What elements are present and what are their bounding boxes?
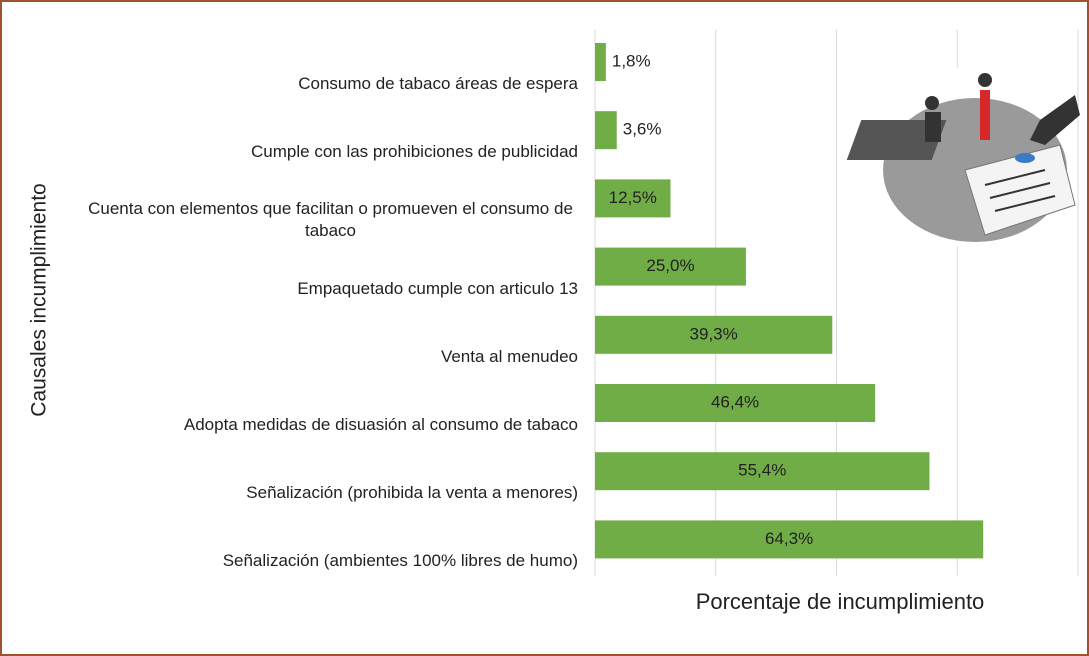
bar	[595, 43, 606, 81]
bar	[595, 315, 833, 354]
illustration-hand	[1030, 95, 1080, 145]
data-label: 1,8%	[612, 51, 651, 70]
y-axis-title: Causales incumplimiento	[28, 183, 51, 416]
y-tick-label: Consumo de tabaco áreas de espera	[78, 73, 578, 95]
y-tick-text: Empaquetado cumple con articulo 13	[297, 278, 578, 298]
bar	[595, 179, 671, 218]
x-axis-title: Porcentaje de incumplimiento	[696, 589, 985, 614]
y-tick-label: Empaquetado cumple con articulo 13	[78, 278, 578, 300]
data-label: 3,6%	[623, 120, 662, 139]
data-label: 55,4%	[738, 461, 786, 480]
y-tick-label: Señalización (ambientes 100% libres de h…	[78, 550, 578, 572]
bar	[595, 111, 617, 150]
illustration-line	[984, 169, 1046, 186]
y-tick-label: Señalización (prohibida la venta a menor…	[78, 482, 578, 504]
illustration-stamp	[1015, 153, 1035, 163]
y-tick-text: Cuenta con elementos que facilitan o pro…	[88, 199, 573, 241]
y-tick-text: Venta al menudeo	[440, 346, 578, 366]
bar	[595, 520, 984, 559]
data-label: 64,3%	[765, 529, 813, 548]
y-tick-text: Cumple con las prohibiciones de publicid…	[251, 142, 578, 162]
data-label: 46,4%	[711, 392, 759, 411]
bar	[595, 384, 876, 422]
y-tick-text: Señalización (ambientes 100% libres de h…	[222, 551, 578, 571]
y-tick-label: Cumple con las prohibiciones de publicid…	[78, 141, 578, 163]
illustration-person	[980, 90, 990, 140]
illustration-line	[989, 182, 1051, 199]
y-tick-label: Cuenta con elementos que facilitan o pro…	[78, 198, 578, 242]
data-label: 12,5%	[609, 188, 657, 207]
illustration-desk	[846, 120, 947, 160]
y-tick-text: Adopta medidas de disuasión al consumo d…	[183, 415, 578, 434]
illustration	[846, 68, 1080, 246]
illustration-person	[925, 112, 941, 142]
bar	[595, 452, 930, 491]
bars: 1,8% 3,6% 12,5% 25,0% 39,3% 46,4% 55,4% 64,3%	[595, 43, 984, 559]
y-tick-text: Señalización (prohibida la venta a menor…	[246, 483, 578, 503]
illustration-head	[978, 73, 992, 87]
y-tick-text: Consumo de tabaco áreas de espera	[298, 74, 578, 93]
y-tick-label: Venta al menudeo	[78, 346, 578, 368]
data-label: 25,0%	[646, 256, 694, 275]
illustration-line	[994, 195, 1056, 212]
y-tick-label: Adopta medidas de disuasión al consumo d…	[78, 414, 578, 436]
bar	[595, 247, 746, 286]
data-label: 39,3%	[690, 324, 738, 343]
illustration-head	[925, 96, 939, 110]
